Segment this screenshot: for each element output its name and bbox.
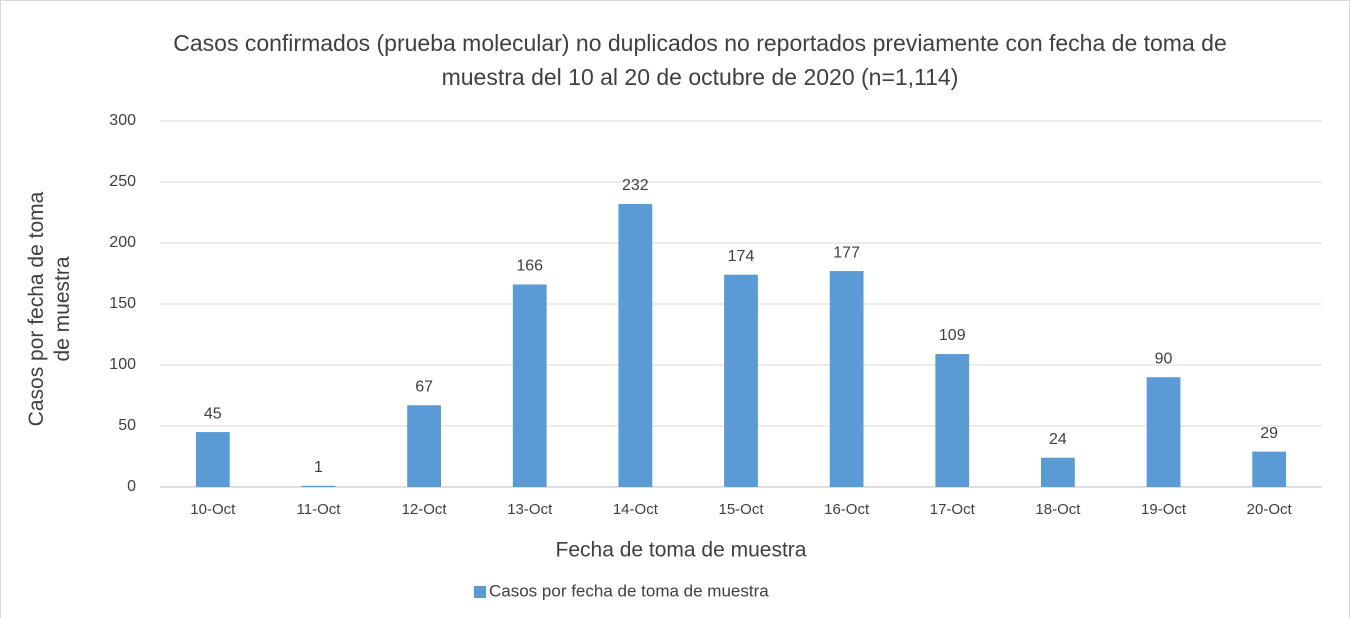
x-tick-label: 14-Oct — [613, 501, 659, 518]
y-tick-label: 150 — [109, 295, 136, 312]
bar — [1041, 457, 1075, 487]
x-tick-label: 20-Oct — [1247, 501, 1293, 518]
bar — [829, 271, 864, 487]
bar — [407, 405, 441, 487]
bar — [301, 485, 336, 487]
x-axis-label: Fecha de toma de muestra — [556, 539, 807, 562]
data-label: 109 — [939, 327, 966, 344]
data-label: 174 — [728, 248, 755, 265]
x-tick-label: 11-Oct — [297, 501, 342, 518]
data-label: 177 — [833, 244, 860, 261]
bar — [1252, 451, 1287, 487]
data-label: 90 — [1155, 350, 1173, 367]
bar — [512, 284, 547, 487]
bar — [935, 354, 970, 487]
x-tick-label: 18-Oct — [1035, 501, 1081, 518]
y-tick-label: 100 — [109, 356, 136, 373]
data-label: 45 — [204, 405, 222, 422]
y-tick-label: 50 — [118, 417, 136, 434]
data-label: 67 — [415, 378, 433, 395]
bar — [195, 432, 230, 487]
y-tick-label: 0 — [127, 478, 136, 495]
data-label: 232 — [622, 177, 649, 194]
x-tick-label: 10-Oct — [190, 501, 236, 518]
y-axis-label: Casos por fecha de toma de muestra — [25, 191, 74, 427]
x-tick-label: 19-Oct — [1141, 501, 1187, 518]
x-tick-label: 15-Oct — [718, 501, 764, 518]
y-tick-label: 200 — [109, 234, 136, 251]
data-label: 29 — [1260, 425, 1278, 442]
y-tick-label: 250 — [109, 173, 136, 190]
x-tick-label: 16-Oct — [824, 501, 870, 518]
data-label: 166 — [516, 258, 543, 275]
x-tick-label: 17-Oct — [930, 501, 976, 518]
x-tick-label: 12-Oct — [402, 501, 448, 518]
data-label: 1 — [314, 459, 323, 476]
y-tick-label: 300 — [109, 112, 136, 129]
bar — [618, 203, 653, 487]
x-tick-label: 13-Oct — [507, 501, 553, 518]
data-label: 24 — [1049, 431, 1067, 448]
legend-label: Casos por fecha de toma de muestra — [489, 581, 769, 600]
chart-title: Casos confirmados (prueba molecular) no … — [173, 30, 1227, 90]
legend-swatch — [474, 586, 486, 598]
bar — [1146, 377, 1181, 487]
bar — [724, 274, 758, 487]
